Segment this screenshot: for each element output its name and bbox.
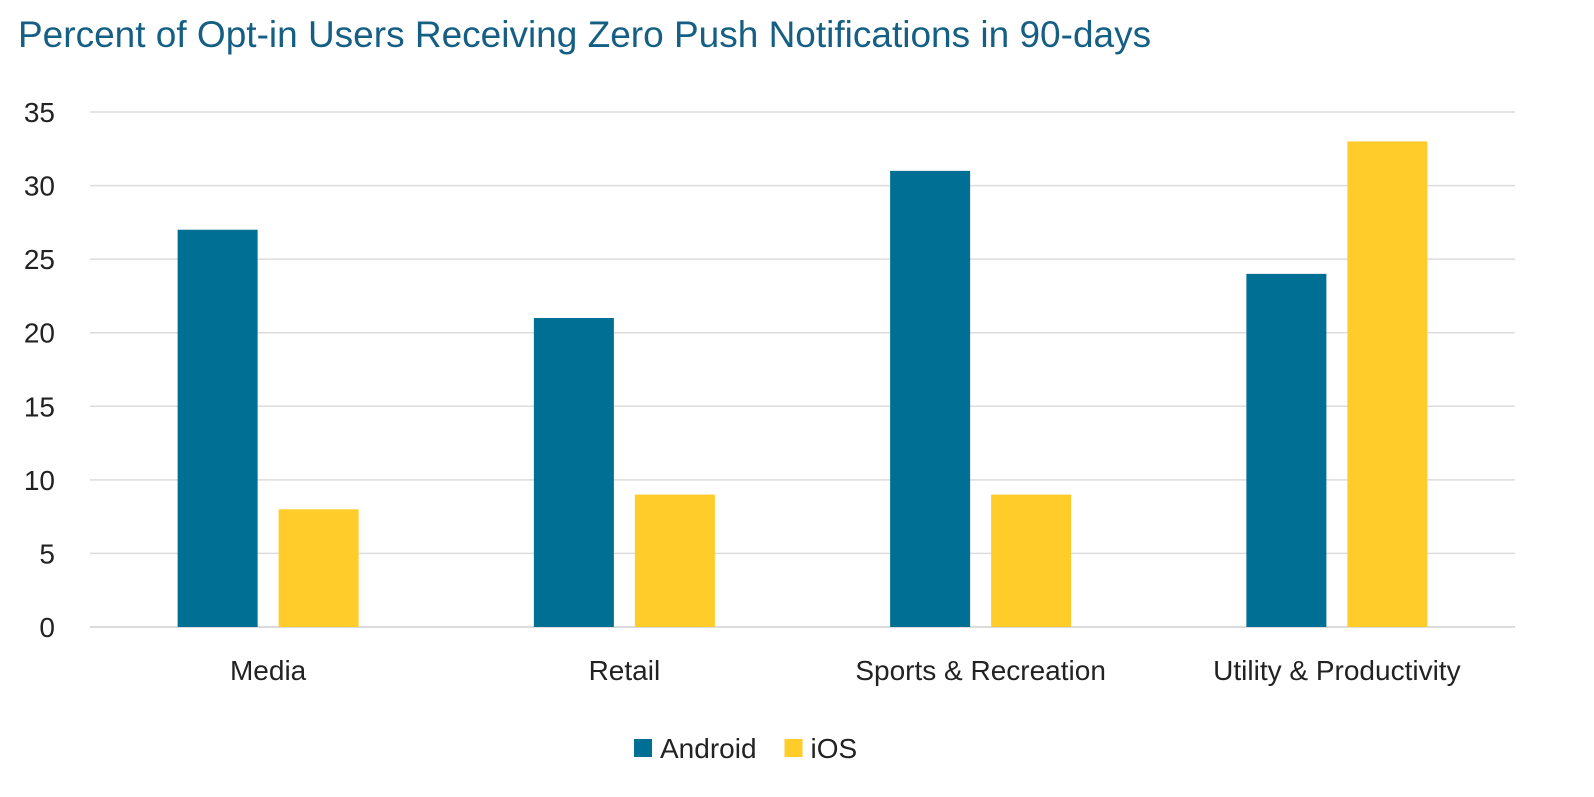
bar-android (890, 170, 971, 627)
y-tick-label: 15 (24, 391, 55, 422)
bar-ios (634, 494, 715, 627)
x-tick-label: Sports & Recreation (855, 655, 1106, 686)
bar-android (177, 229, 258, 627)
y-tick-label: 25 (24, 244, 55, 275)
x-tick-label: Utility & Productivity (1213, 655, 1460, 686)
bar-android (533, 318, 614, 627)
y-tick-label: 20 (24, 318, 55, 349)
bar-ios (278, 509, 359, 627)
y-tick-label: 35 (24, 97, 55, 128)
bar-ios (991, 494, 1072, 627)
legend-label: iOS (811, 733, 858, 764)
x-tick-label: Retail (589, 655, 661, 686)
y-tick-label: 5 (39, 538, 55, 569)
chart-title: Percent of Opt-in Users Receiving Zero P… (18, 14, 1152, 55)
x-tick-label: Media (230, 655, 307, 686)
y-tick-label: 30 (24, 171, 55, 202)
bar-android (1246, 273, 1327, 627)
legend-label: Android (660, 733, 757, 764)
y-tick-label: 10 (24, 465, 55, 496)
y-tick-label: 0 (39, 612, 55, 643)
bar-ios (1347, 141, 1428, 627)
legend-swatch (634, 739, 652, 757)
legend-swatch (784, 739, 803, 757)
